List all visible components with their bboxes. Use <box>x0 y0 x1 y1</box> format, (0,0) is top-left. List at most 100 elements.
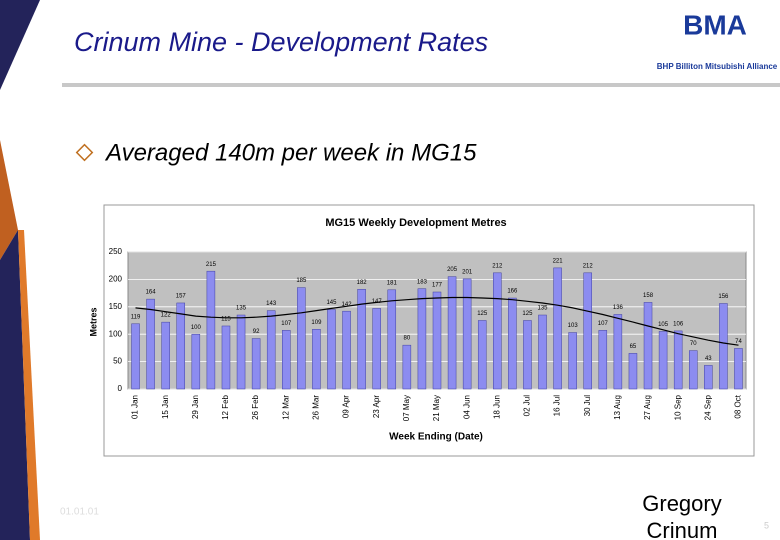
data-label: 106 <box>673 321 684 327</box>
slide-title: Crinum Mine - Development Rates <box>74 27 488 57</box>
data-label: 74 <box>735 339 742 345</box>
data-label: 143 <box>266 301 277 307</box>
x-tick-label: 24 Sep <box>703 394 712 420</box>
bar <box>628 353 638 390</box>
bar <box>372 308 381 390</box>
bar <box>432 291 442 390</box>
footer-word: Gregory <box>642 491 721 516</box>
bar <box>161 321 170 390</box>
bar <box>146 298 155 390</box>
x-tick-label: 18 Jun <box>492 395 501 419</box>
data-label: 215 <box>206 262 217 268</box>
decor <box>0 230 30 540</box>
data-label: 109 <box>311 320 322 326</box>
data-label: 136 <box>613 305 624 311</box>
data-label: 212 <box>492 263 503 269</box>
footer-word: Crinum <box>647 518 718 540</box>
logo: BMA <box>683 9 747 40</box>
y-tick-label: 250 <box>109 247 123 256</box>
bar <box>477 320 487 390</box>
bullet: Averaged 140m per week in MG15 <box>104 139 477 166</box>
data-label: 157 <box>176 294 187 300</box>
data-label: 166 <box>507 289 518 295</box>
bar <box>206 270 216 390</box>
bar <box>719 303 728 390</box>
y-tick-label: 150 <box>109 302 123 311</box>
footer-name: Gregory Crinum <box>642 491 721 540</box>
decor <box>18 230 40 540</box>
data-label: 212 <box>583 263 594 269</box>
data-label: 181 <box>387 280 398 286</box>
data-label: 122 <box>161 313 172 319</box>
bar <box>282 330 291 390</box>
header-rule <box>62 83 780 87</box>
x-tick-label: 12 Feb <box>221 394 230 419</box>
bar <box>266 310 276 390</box>
bar <box>688 350 698 390</box>
data-label: 221 <box>553 258 564 264</box>
y-tick-label: 50 <box>113 357 122 366</box>
x-axis-label: Week Ending (Date) <box>389 432 483 443</box>
x-tick-label: 16 Jul <box>553 395 562 417</box>
x-tick-label: 10 Sep <box>673 394 682 420</box>
x-tick-label: 12 Mar <box>281 395 290 420</box>
bar <box>131 323 140 390</box>
x-tick-label: 27 Aug <box>643 395 652 420</box>
x-tick-label: 13 Aug <box>613 395 622 420</box>
y-tick-label: 200 <box>109 275 123 284</box>
page-number: 5 <box>764 520 769 530</box>
data-label: 125 <box>522 311 533 317</box>
bar <box>598 330 608 390</box>
x-tick-label: 08 Oct <box>734 394 743 418</box>
y-tick-label: 0 <box>118 384 123 393</box>
x-tick-label: 30 Jul <box>583 395 592 417</box>
bar <box>176 302 186 390</box>
x-tick-label: 26 Mar <box>312 395 321 420</box>
bar <box>734 348 743 390</box>
bullet-icon <box>75 143 94 162</box>
x-tick-label: 04 Jun <box>462 395 471 419</box>
bar <box>327 309 336 390</box>
chart-title: MG15 Weekly Development Metres <box>325 217 506 229</box>
bar <box>447 276 457 390</box>
bar <box>297 287 306 390</box>
data-label: 177 <box>432 283 443 289</box>
bar <box>387 289 397 390</box>
bar <box>236 314 246 390</box>
bar <box>673 330 683 390</box>
bar <box>658 331 668 390</box>
data-label: 107 <box>598 321 609 327</box>
data-label: 135 <box>538 306 549 312</box>
bar <box>221 325 231 390</box>
bar <box>251 338 261 390</box>
bar <box>493 272 502 390</box>
bar <box>342 310 351 390</box>
x-tick-label: 29 Jan <box>191 395 200 419</box>
logo-sub: BHP Billiton Mitsubishi Alliance <box>657 62 778 71</box>
x-tick-label: 26 Feb <box>251 394 260 419</box>
data-label: 185 <box>296 278 307 284</box>
bar <box>553 267 562 390</box>
bar <box>191 333 201 390</box>
date: 01.01.01 <box>60 507 99 518</box>
data-label: 107 <box>281 321 292 327</box>
data-label: 80 <box>404 336 411 342</box>
x-tick-label: 15 Jan <box>161 395 170 419</box>
bar <box>523 320 532 390</box>
bar <box>357 289 366 390</box>
data-label: 43 <box>705 356 712 362</box>
data-label: 100 <box>191 325 202 331</box>
x-tick-label: 01 Jan <box>131 395 140 419</box>
data-label: 183 <box>417 279 428 285</box>
y-axis-label: Metres <box>88 307 98 336</box>
data-label: 145 <box>326 300 337 306</box>
bar <box>312 329 321 390</box>
data-label: 201 <box>462 269 473 275</box>
bar <box>538 314 547 390</box>
data-label: 115 <box>221 317 231 323</box>
data-label: 135 <box>236 306 247 312</box>
data-label: 156 <box>718 294 729 300</box>
bar <box>613 314 623 390</box>
